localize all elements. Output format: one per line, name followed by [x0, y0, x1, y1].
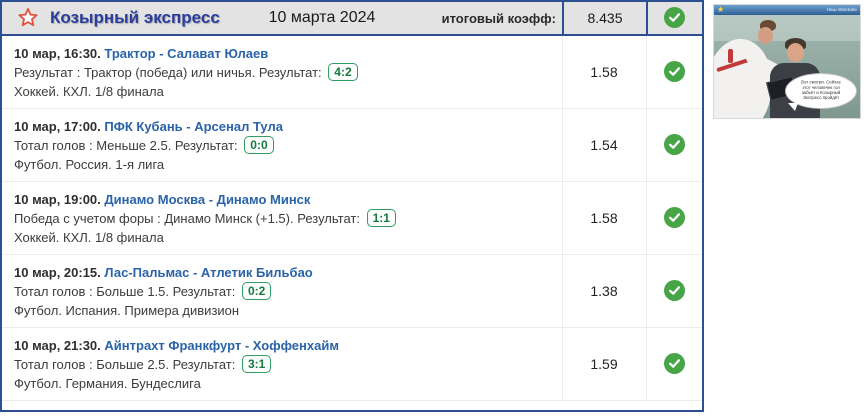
- match-link[interactable]: Трактор - Салават Юлаев: [104, 46, 269, 61]
- bet-selection-text: Тотал голов : Больше 1.5. Результат:: [14, 284, 236, 299]
- column-divider: [562, 36, 563, 402]
- match-score-badge: 0:2: [241, 282, 272, 300]
- woman-hair: [760, 20, 776, 31]
- match-link[interactable]: Айнтрахт Франкфурт - Хоффенхайм: [104, 338, 339, 353]
- bet-odds: 1.58: [590, 210, 618, 226]
- woman-head: [758, 27, 773, 44]
- promo-video-thumbnail[interactable]: ★ Наш Wantube Вот смотри. Сейчас этот че…: [713, 4, 861, 119]
- coupon-date: 10 марта 2024: [268, 9, 376, 26]
- bet-won-check-icon: [664, 280, 685, 301]
- bet-selection-text: Результат : Трактор (победа) или ничья. …: [14, 65, 322, 80]
- speech-bubble-tail: [788, 103, 798, 111]
- bet-datetime: 10 мар, 16:30.: [14, 46, 101, 61]
- bet-match-line: 10 мар, 20:15. Лас-Пальмас - Атлетик Бил…: [14, 263, 549, 282]
- bet-match-line: 10 мар, 21:30. Айнтрахт Франкфурт - Хофф…: [14, 336, 549, 355]
- header-divider: [562, 2, 564, 34]
- bet-league: Хоккей. КХЛ. 1/8 финала: [14, 230, 164, 245]
- bet-won-check-icon: [664, 207, 685, 228]
- coupon-header: Козырный экспресс 10 марта 2024 итоговый…: [2, 2, 702, 36]
- total-coefficient-label: итоговый коэфф:: [441, 11, 556, 26]
- column-divider: [646, 36, 647, 402]
- bet-row: 10 мар, 16:30. Трактор - Салават Юлаев Р…: [2, 36, 702, 109]
- bet-row: 10 мар, 17:00. ПФК Кубань - Арсенал Тула…: [2, 109, 702, 182]
- match-link[interactable]: ПФК Кубань - Арсенал Тула: [104, 119, 283, 134]
- bet-match-line: 10 мар, 16:30. Трактор - Салават Юлаев: [14, 44, 549, 63]
- bet-odds: 1.58: [590, 64, 618, 80]
- thumbnail-titlebar-text: Наш Wantube: [826, 7, 857, 13]
- bet-league: Футбол. Испания. Примера дивизион: [14, 303, 240, 318]
- header-divider: [646, 2, 648, 34]
- bet-selection-line: Тотал голов : Меньше 2.5. Результат: 0:0: [14, 136, 549, 155]
- bet-selection-line: Тотал голов : Больше 1.5. Результат: 0:2: [14, 282, 549, 301]
- bet-row: 10 мар, 20:15. Лас-Пальмас - Атлетик Бил…: [2, 255, 702, 328]
- bet-selection-text: Победа с учетом форы : Динамо Минск (+1.…: [14, 211, 360, 226]
- bet-league: Хоккей. КХЛ. 1/8 финала: [14, 84, 164, 99]
- bet-datetime: 10 мар, 19:00.: [14, 192, 101, 207]
- bet-won-check-icon: [664, 134, 685, 155]
- bet-datetime: 10 мар, 21:30.: [14, 338, 101, 353]
- bet-odds: 1.38: [590, 283, 618, 299]
- star-icon: ★: [717, 5, 725, 14]
- star-icon: [16, 6, 40, 30]
- thumbnail-titlebar: ★ Наш Wantube: [714, 5, 860, 15]
- coupon-won-check-icon: [664, 7, 685, 28]
- match-score-badge: 1:1: [366, 209, 396, 227]
- match-score-badge: 3:1: [241, 355, 272, 373]
- bet-odds: 1.59: [590, 356, 618, 372]
- bet-won-check-icon: [664, 61, 685, 82]
- speech-bubble-text: Вот смотри. Сейчас этот человечек гол за…: [801, 81, 841, 101]
- total-coefficient-value: 8.435: [587, 10, 623, 26]
- bet-league: Футбол. Германия. Бундеслига: [14, 376, 201, 391]
- bet-selection-line: Результат : Трактор (победа) или ничья. …: [14, 63, 549, 82]
- bet-odds: 1.54: [590, 137, 618, 153]
- costume-stripe: [728, 49, 733, 63]
- bet-datetime: 10 мар, 20:15.: [14, 265, 101, 280]
- boy-head: [787, 43, 804, 62]
- bet-selection-text: Тотал голов : Меньше 2.5. Результат:: [14, 138, 238, 153]
- bet-match-line: 10 мар, 17:00. ПФК Кубань - Арсенал Тула: [14, 117, 549, 136]
- bet-datetime: 10 мар, 17:00.: [14, 119, 101, 134]
- background-band: [714, 15, 860, 41]
- bet-league: Футбол. Россия. 1-я лига: [14, 157, 165, 172]
- coupon-title[interactable]: Козырный экспресс: [50, 8, 220, 27]
- match-score-badge: 0:0: [244, 136, 274, 154]
- bet-row: 10 мар, 21:30. Айнтрахт Франкфурт - Хофф…: [2, 328, 702, 401]
- bet-row: 10 мар, 19:00. Динамо Москва - Динамо Ми…: [2, 182, 702, 255]
- promo-photo: Вот смотри. Сейчас этот человечек гол за…: [714, 15, 860, 118]
- match-link[interactable]: Лас-Пальмас - Атлетик Бильбао: [104, 265, 313, 280]
- express-coupon-panel: Козырный экспресс 10 марта 2024 итоговый…: [0, 0, 704, 412]
- bet-match-line: 10 мар, 19:00. Динамо Москва - Динамо Ми…: [14, 190, 549, 209]
- bet-selection-line: Победа с учетом форы : Динамо Минск (+1.…: [14, 209, 549, 228]
- match-link[interactable]: Динамо Москва - Динамо Минск: [104, 192, 311, 207]
- bet-list: 10 мар, 16:30. Трактор - Салават Юлаев Р…: [2, 36, 702, 410]
- bet-selection-line: Тотал голов : Больше 2.5. Результат: 3:1: [14, 355, 549, 374]
- bet-won-check-icon: [664, 353, 685, 374]
- match-score-badge: 4:2: [328, 63, 358, 81]
- bet-selection-text: Тотал голов : Больше 2.5. Результат:: [14, 357, 236, 372]
